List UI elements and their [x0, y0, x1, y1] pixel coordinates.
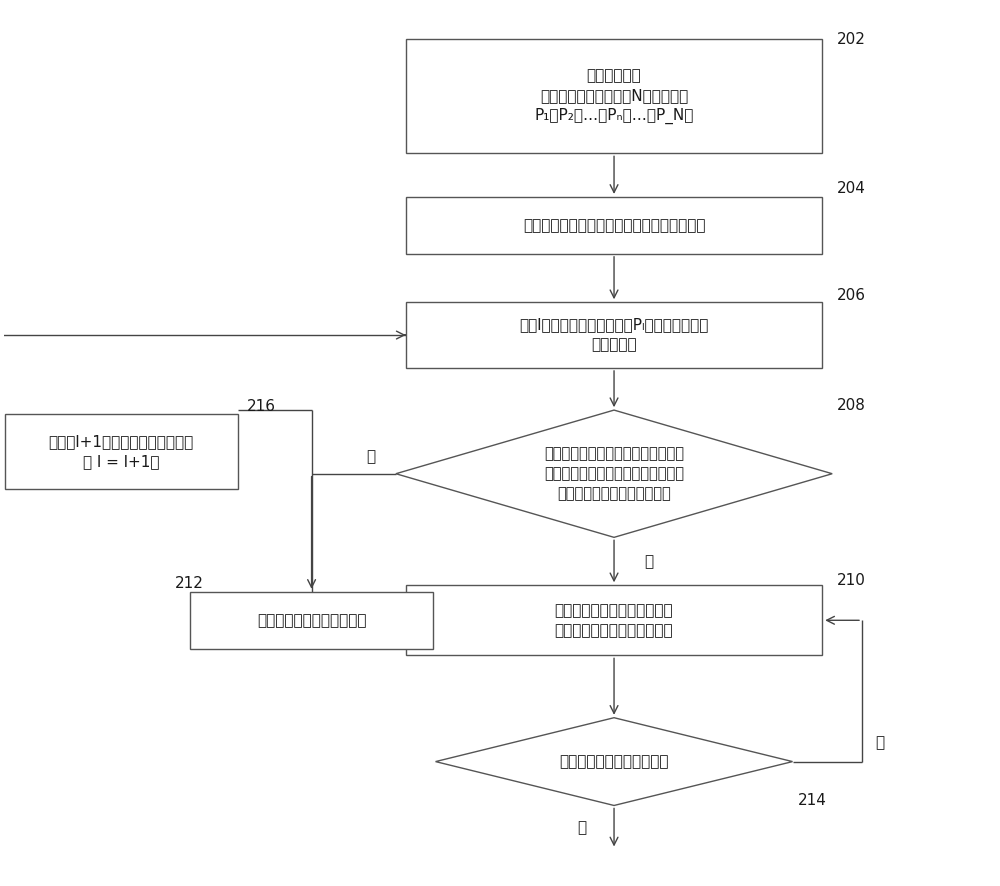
Text: 对该像素集内每个像素点进行复位；
判断该像素集内每个象素点的图像灰
阶相对复位灰阶是否有变化；: 对该像素集内每个像素点进行复位； 判断该像素集内每个象素点的图像灰 阶相对复位灰… — [544, 447, 684, 501]
Text: 是: 是 — [578, 820, 587, 835]
Text: 204: 204 — [837, 181, 866, 196]
Text: 在第l个启动时刻，对像素集Pₗ开始翹页处理；
计时开始；: 在第l个启动时刻，对像素集Pₗ开始翹页处理； 计时开始； — [519, 318, 709, 353]
Polygon shape — [396, 410, 832, 537]
Text: 212: 212 — [175, 576, 204, 591]
Polygon shape — [436, 718, 793, 805]
FancyBboxPatch shape — [406, 197, 822, 254]
Text: 202: 202 — [837, 32, 866, 47]
FancyBboxPatch shape — [406, 585, 822, 656]
Text: 216: 216 — [247, 399, 276, 414]
Text: 否: 否 — [367, 448, 376, 463]
FancyBboxPatch shape — [406, 39, 822, 153]
Text: 是: 是 — [644, 554, 653, 569]
Text: 接收新图像，
将电子墨水面板划分成N个像素集：
P₁、P₂、…、Pₙ、…、P_N；: 接收新图像， 将电子墨水面板划分成N个像素集： P₁、P₂、…、Pₙ、…、P_N… — [534, 68, 694, 124]
FancyBboxPatch shape — [190, 592, 433, 649]
Text: 206: 206 — [837, 288, 866, 303]
Text: 为每个像素集设定一个启动时刻和电压序列；: 为每个像素集设定一个启动时刻和电压序列； — [523, 218, 705, 233]
Text: 210: 210 — [837, 573, 866, 588]
Text: 将该象素确定为象素变化点；
开始对该象素进行刷新操作；: 将该象素确定为象素变化点； 开始对该象素进行刷新操作； — [555, 602, 673, 638]
FancyBboxPatch shape — [5, 415, 238, 489]
Text: 判断是否达到预定时间段；: 判断是否达到预定时间段； — [559, 754, 669, 769]
Text: 208: 208 — [837, 398, 866, 413]
Text: 214: 214 — [798, 793, 826, 808]
FancyBboxPatch shape — [406, 302, 822, 368]
Text: 否: 否 — [875, 734, 884, 750]
Text: 启动第l+1个像素集的翹页处理；
令 l = l+1；: 启动第l+1个像素集的翹页处理； 令 l = l+1； — [49, 434, 194, 470]
Text: 不对该象素进行刷新操作；: 不对该象素进行刷新操作； — [257, 613, 366, 628]
